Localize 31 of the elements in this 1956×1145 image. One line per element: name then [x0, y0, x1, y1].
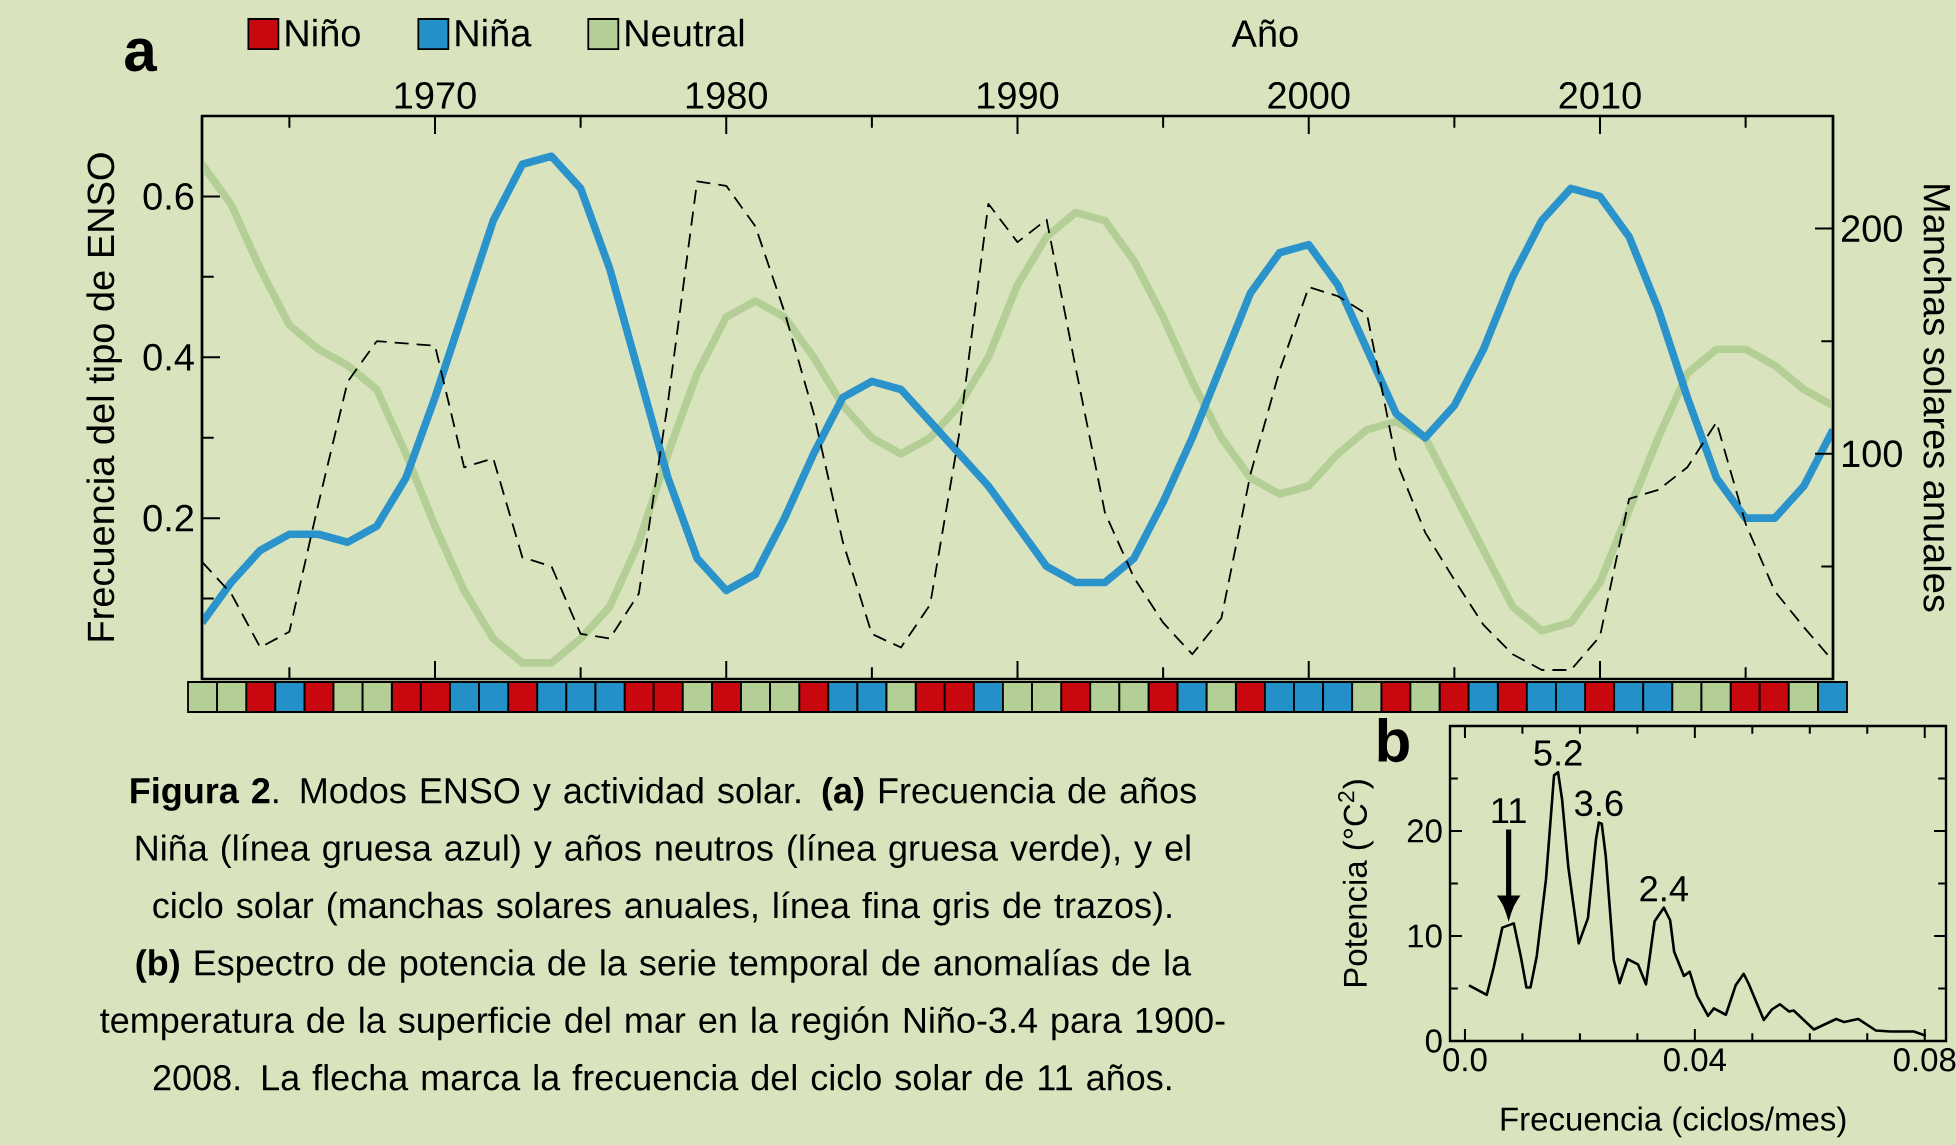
chart-title: a — [125, 38, 158, 72]
y-axis-title: Potencia (°C$^{2}$) — [1338, 780, 1374, 987]
x-tick-label: 0.08 — [1893, 1048, 1956, 1072]
y-tick-label: 20 — [1407, 819, 1442, 843]
annotation: 2.4 — [1640, 875, 1688, 902]
annotation: 11 — [1492, 798, 1526, 824]
y-tick-label: 0.4 — [143, 343, 194, 371]
y-tick-label: 10 — [1408, 924, 1442, 948]
y2-axis-title: Manchas solares anuales — [1923, 185, 1952, 612]
y2-tick-label: 200 — [1841, 215, 1902, 243]
chart-title: b — [1378, 718, 1409, 763]
y-tick-label: 0.6 — [143, 182, 194, 210]
x-tick-label: 2000 — [1268, 82, 1350, 109]
x-tick-label: 0.04 — [1664, 1048, 1726, 1072]
annotation: 3.6 — [1575, 790, 1623, 817]
y-tick-label: 0 — [1425, 1029, 1442, 1053]
x-tick-label: 1980 — [686, 82, 767, 109]
y-tick-label: 0.2 — [143, 504, 194, 532]
x-tick-label: 1970 — [395, 82, 476, 109]
x-axis-title: Año — [1231, 19, 1298, 48]
legend-label: Neutral — [626, 18, 744, 47]
x-tick-label: 1990 — [978, 82, 1059, 109]
y-axis-title: Frecuencia del tipo de ENSO — [86, 153, 122, 641]
text: Figura 2. Modos ENSO y actividad solar. (a) Frecuencia de años Niña (línea gruesa azul) y años neutros (línea gruesa verde), y el ciclo solar (manchas solares anuales, línea fina gris de trazos). (b) Espectro de potencia de la serie temporal de anomalías de la temperatura de la superficie del mar en la región Niño-3.4 para 1900-2008. La flecha marca la frecuencia del ciclo solar de 11 años. — [100, 777, 1225, 1091]
annotation: 5.2 — [1534, 740, 1582, 766]
x-tick-label: 2010 — [1559, 82, 1641, 109]
legend-label: Niño — [286, 18, 360, 47]
y2-tick-label: 100 — [1842, 440, 1902, 468]
legend-label: Niña — [456, 18, 532, 47]
x-axis-title: Frecuencia (ciclos/mes) — [1501, 1106, 1846, 1138]
x-tick-label: 0.0 — [1443, 1048, 1487, 1072]
